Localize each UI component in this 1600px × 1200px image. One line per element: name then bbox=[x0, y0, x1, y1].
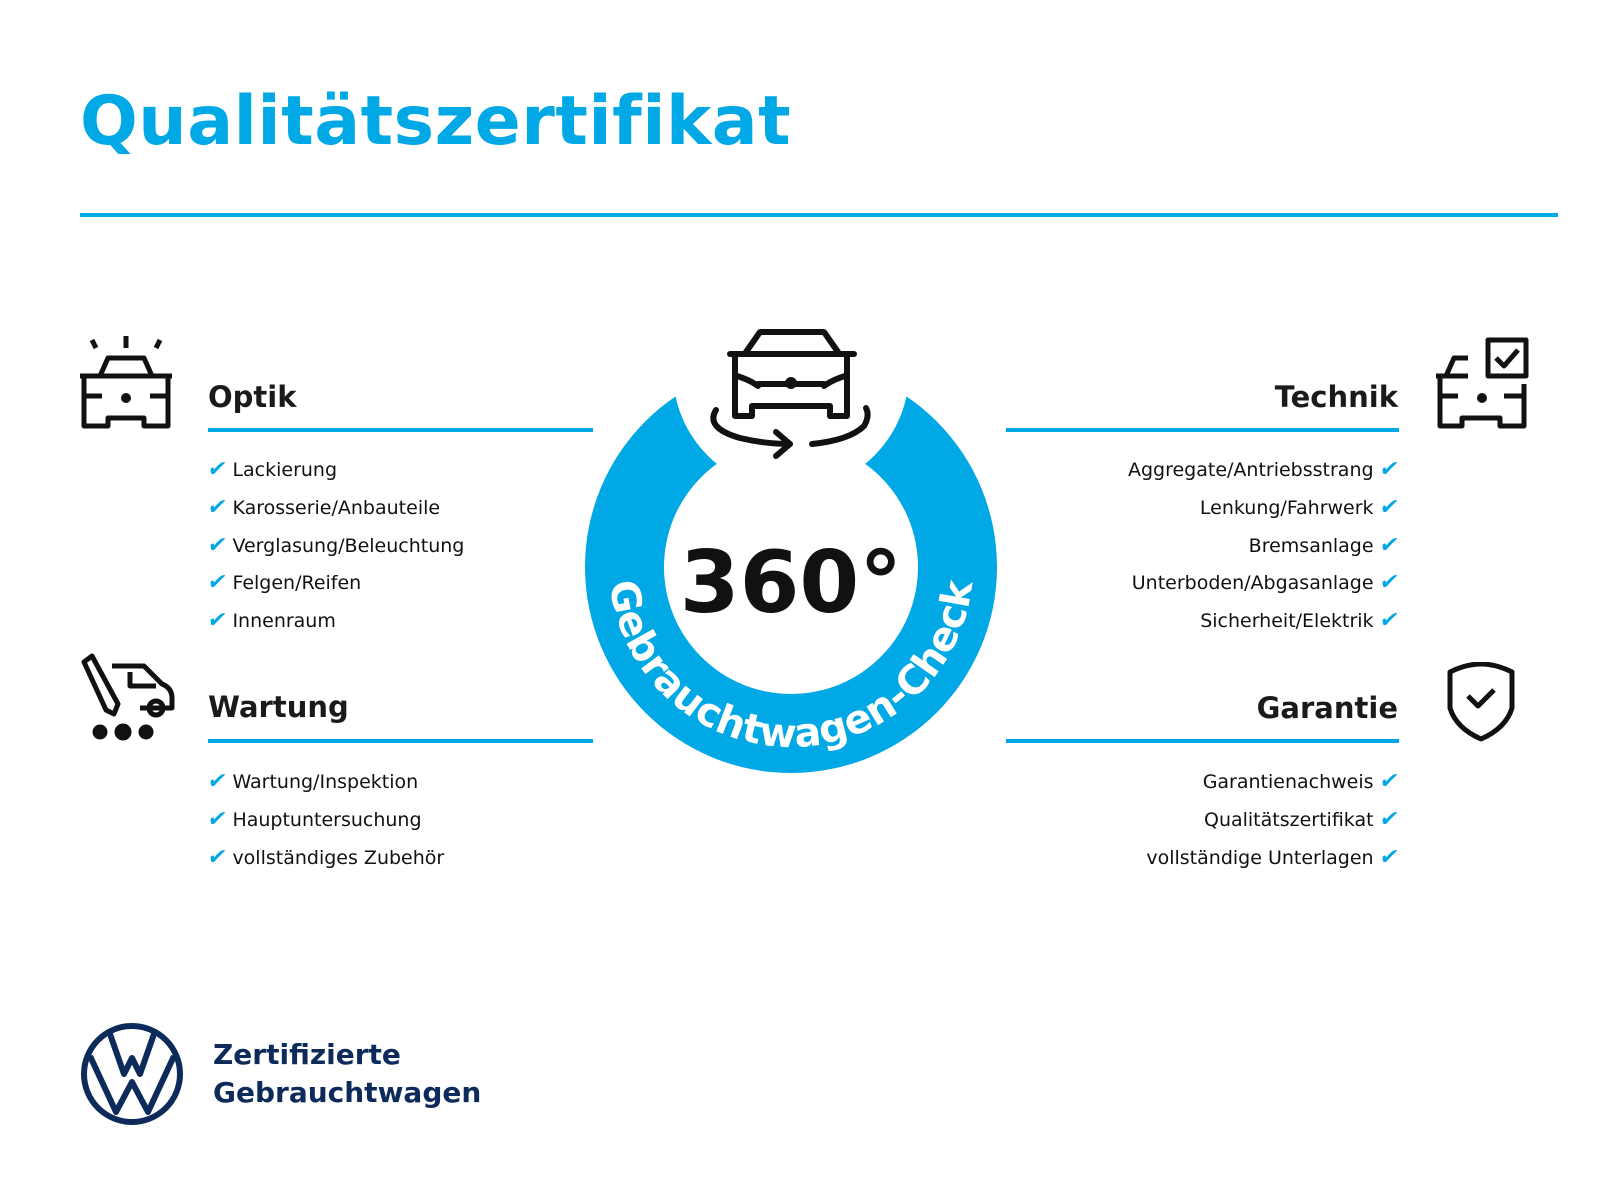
brand-line2: Gebrauchtwagen bbox=[213, 1076, 482, 1109]
list-item: vollständige Unterlagen ✔ bbox=[1146, 839, 1400, 877]
section-title-technik: Technik bbox=[1274, 380, 1398, 414]
car-tool-icon bbox=[78, 652, 178, 744]
list-item: ✔ Hauptuntersuchung bbox=[206, 801, 444, 839]
garantie-list: Garantienachweis ✔ Qualitätszertifikat ✔ v… bbox=[1146, 763, 1401, 877]
list-item: ✔ Wartung/Inspektion bbox=[206, 763, 444, 801]
badge-inner bbox=[664, 440, 918, 694]
item-label: Verglasung/Beleuchtung bbox=[232, 534, 465, 557]
list-item: ✔ Lackierung bbox=[206, 451, 464, 489]
item-label: Hauptuntersuchung bbox=[232, 808, 422, 831]
list-item: ✔ Karosserie/Anbauteile bbox=[206, 489, 464, 527]
item-label: Sicherheit/Elektrik bbox=[1200, 610, 1374, 633]
item-label: Unterboden/Abgasanlage bbox=[1131, 572, 1374, 595]
brand-text: Zertifizierte Gebrauchtwagen bbox=[213, 1036, 481, 1112]
optik-list: ✔ Lackierung ✔ Karosserie/Anbauteile ✔ Verg… bbox=[206, 451, 465, 640]
item-label: vollständiges Zubehör bbox=[232, 846, 445, 869]
item-label: Wartung/Inspektion bbox=[232, 771, 419, 793]
list-item: Bremsanlage ✔ bbox=[1128, 527, 1401, 565]
list-item: Lenkung/Fahrwerk ✔ bbox=[1128, 489, 1400, 527]
page-title: Qualitätszertifikat bbox=[80, 82, 792, 161]
section-title-wartung: Wartung bbox=[208, 690, 349, 724]
list-item: Garantienachweis ✔ bbox=[1146, 763, 1401, 801]
brand-line1: Zertifizierte bbox=[213, 1038, 401, 1071]
badge-notch bbox=[673, 254, 909, 490]
car-rotate-icon bbox=[710, 329, 871, 459]
list-item: ✔ Felgen/Reifen bbox=[206, 564, 464, 602]
list-item: ✔ vollständiges Zubehör bbox=[206, 839, 445, 877]
car-lights-icon bbox=[78, 334, 178, 434]
shield-check-icon bbox=[1446, 662, 1516, 742]
list-item: ✔ Verglasung/Beleuchtung bbox=[206, 527, 465, 565]
technik-list: Aggregate/Antriebsstrang ✔ Lenkung/Fahrwe… bbox=[1127, 451, 1401, 640]
item-label: Karosserie/Anbauteile bbox=[232, 496, 441, 519]
item-label: Lackierung bbox=[232, 459, 338, 481]
section-title-optik: Optik bbox=[208, 380, 297, 414]
item-label: Garantienachweis bbox=[1202, 771, 1374, 793]
list-item: ✔ Innenraum bbox=[206, 602, 464, 640]
item-label: Felgen/Reifen bbox=[232, 572, 362, 595]
item-label: vollständige Unterlagen bbox=[1146, 846, 1374, 869]
item-label: Aggregate/Antriebsstrang bbox=[1127, 459, 1374, 481]
section-divider-optik bbox=[208, 428, 593, 432]
item-label: Bremsanlage bbox=[1248, 534, 1374, 557]
title-divider bbox=[80, 213, 1558, 217]
vw-logo bbox=[80, 1022, 184, 1130]
section-title-garantie: Garantie bbox=[1256, 691, 1398, 725]
wartung-list: ✔ Wartung/Inspektion ✔ Hauptuntersuchung ✔… bbox=[206, 763, 445, 877]
list-item: Aggregate/Antriebsstrang ✔ bbox=[1127, 451, 1400, 489]
item-label: Lenkung/Fahrwerk bbox=[1199, 496, 1374, 519]
list-item: Sicherheit/Elektrik ✔ bbox=[1128, 602, 1400, 640]
item-label: Innenraum bbox=[232, 610, 336, 633]
list-item: Unterboden/Abgasanlage ✔ bbox=[1128, 564, 1401, 602]
section-divider-garantie bbox=[1006, 739, 1399, 743]
car-checkbox-icon bbox=[1434, 336, 1534, 436]
list-item: Qualitätszertifikat ✔ bbox=[1146, 801, 1400, 839]
badge-value: 360° bbox=[680, 533, 903, 633]
section-divider-technik bbox=[1006, 428, 1399, 432]
item-label: Qualitätszertifikat bbox=[1203, 808, 1374, 831]
section-divider-wartung bbox=[208, 739, 593, 743]
